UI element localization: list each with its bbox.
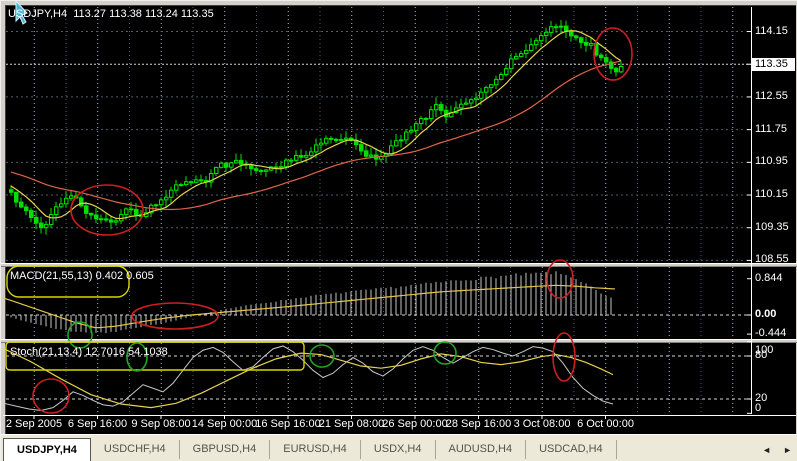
tab-scroll-right-icon[interactable]: ► [783,445,792,455]
macd-indicator-label: MACD(21,55,13) 0.402 0.605 [10,270,154,282]
symbol-tab-bar: USDJPY,H4 USDCHF,H4 GBPUSD,H4 EURUSD,H4 … [1,434,797,461]
tab-gbpusd-h4[interactable]: GBPUSD,H4 [180,440,271,459]
tab-scroll-left-icon[interactable]: ◄ [762,445,772,455]
mouse-cursor-icon [15,1,28,25]
tab-audusd-h4[interactable]: AUDUSD,H4 [436,440,527,459]
tab-usdcad-h4[interactable]: USDCAD,H4 [526,440,617,459]
chart-title: USDJPY,H4 113.27 113.38 113.24 113.35 [8,8,214,20]
tab-eurusd-h4[interactable]: EURUSD,H4 [270,440,361,459]
chart-area[interactable] [5,5,796,434]
tab-usdjpy-h4[interactable]: USDJPY,H4 [3,438,91,461]
tab-usdchf-h4[interactable]: USDCHF,H4 [91,440,180,459]
tab-usdx-h4[interactable]: USDX,H4 [361,440,436,459]
stoch-indicator-label: Stoch(21,13,4) 12.7016 54.1038 [10,346,168,358]
current-price-badge: 113.35 [752,58,795,71]
